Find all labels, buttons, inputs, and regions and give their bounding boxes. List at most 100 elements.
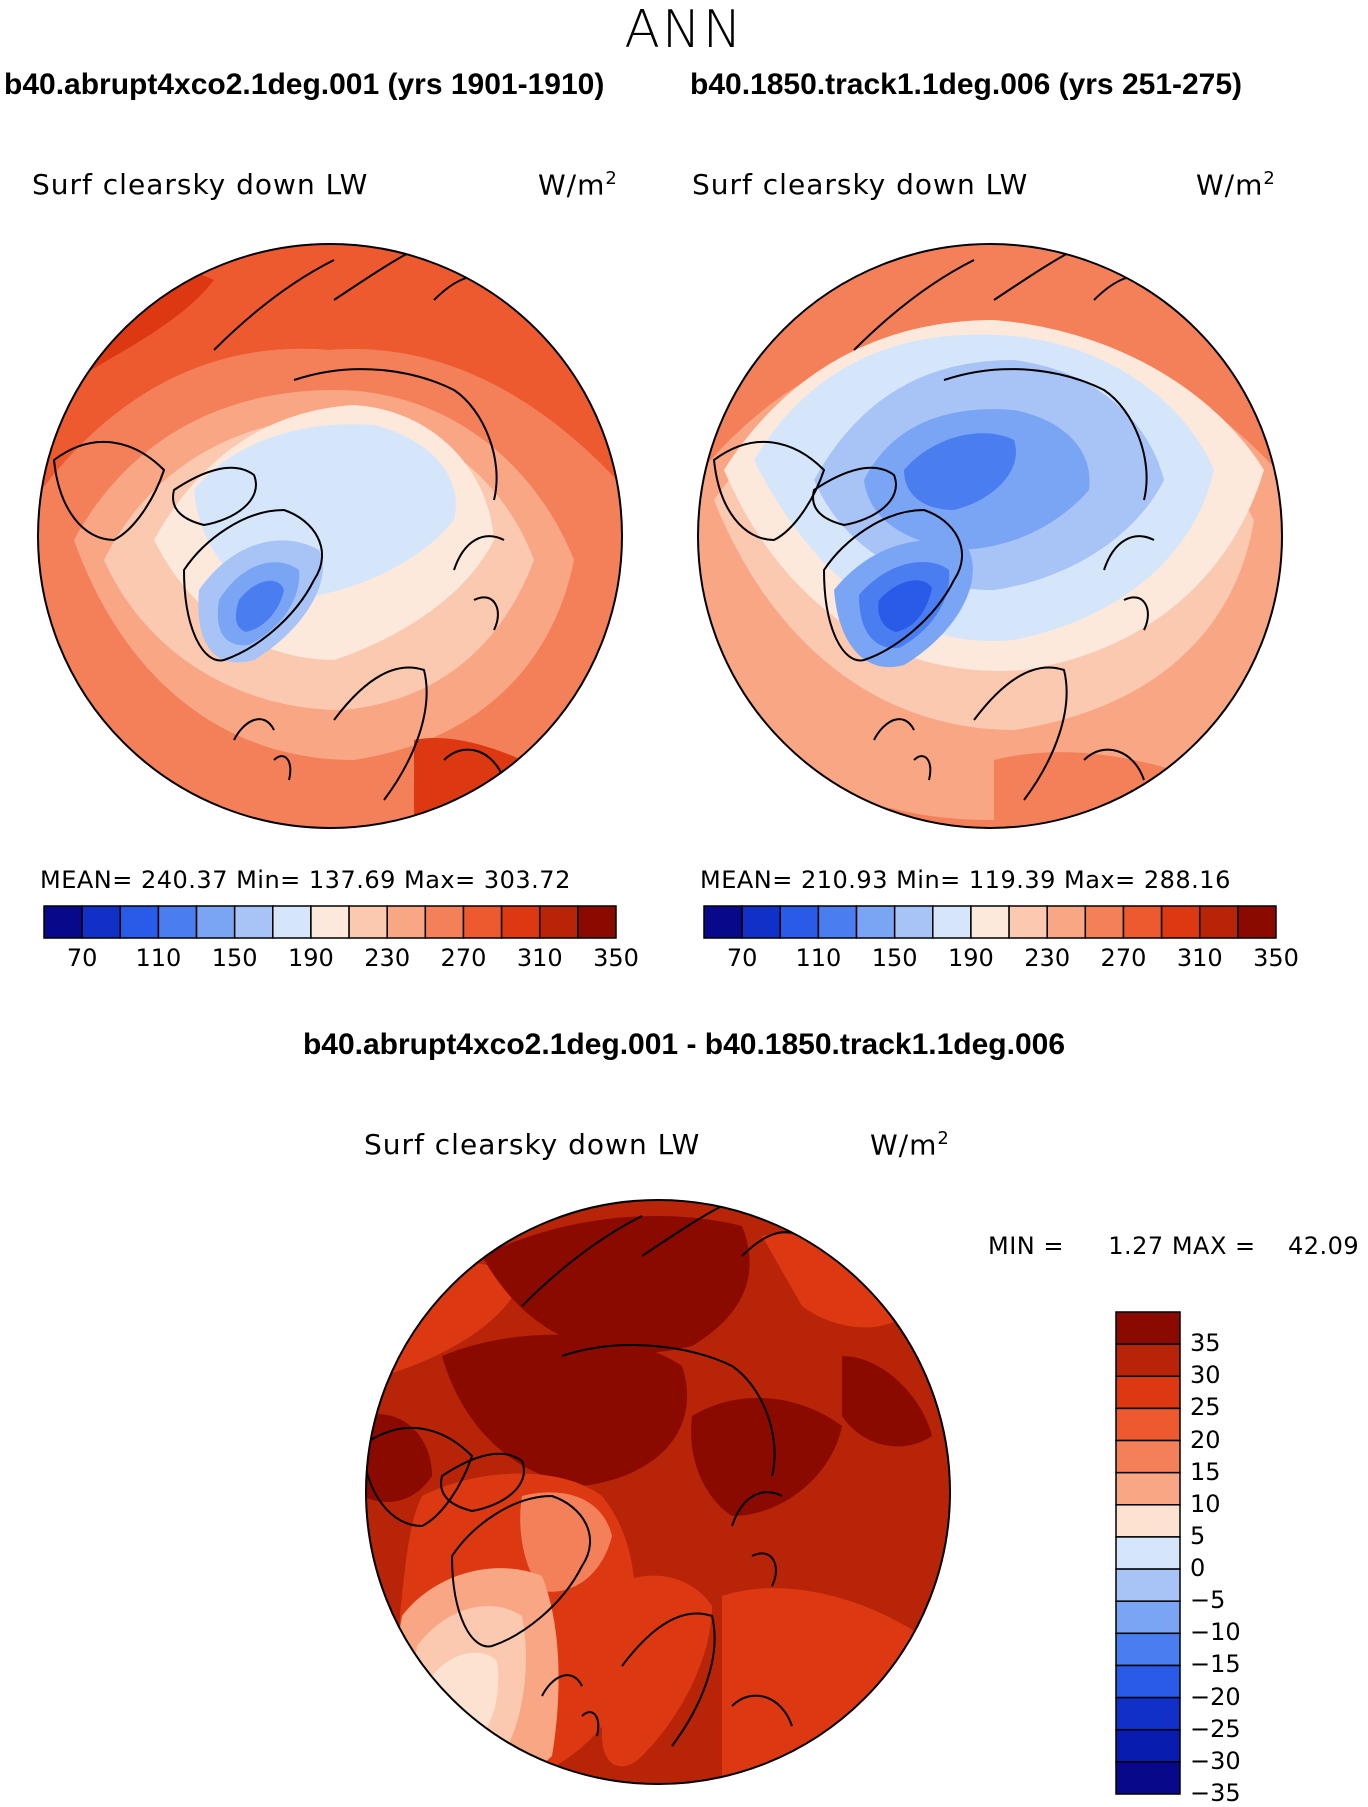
panel-2-tick: 230 xyxy=(1024,944,1071,972)
colorbar-swatch xyxy=(1115,1696,1181,1731)
panel-1-tick: 230 xyxy=(364,944,411,972)
colorbar-swatch xyxy=(1115,1439,1181,1474)
colorbar-swatch xyxy=(43,905,83,939)
colorbar-swatch xyxy=(741,905,782,939)
panel-1-colorbar xyxy=(43,905,617,939)
panel-1-stats: MEAN= 240.37 Min= 137.69 Max= 303.72 xyxy=(40,866,571,894)
difference-tick: −20 xyxy=(1190,1682,1241,1711)
panel-1-variable-label: Surf clearsky down LW xyxy=(32,168,369,201)
difference-tick: −10 xyxy=(1190,1618,1241,1647)
colorbar-swatch xyxy=(348,905,388,939)
colorbar-swatch xyxy=(1198,905,1239,939)
difference-tick: −15 xyxy=(1190,1650,1241,1679)
difference-tick: 35 xyxy=(1190,1329,1221,1358)
colorbar-swatch xyxy=(233,905,274,939)
panel-2-tick: 190 xyxy=(948,944,994,972)
colorbar-swatch xyxy=(538,905,579,939)
colorbar-swatch xyxy=(1237,905,1277,939)
colorbar-swatch xyxy=(703,905,743,939)
panel-2-stats: MEAN= 210.93 Min= 119.39 Max= 288.16 xyxy=(700,866,1231,894)
panel-1-units: W/m2 xyxy=(538,168,618,202)
colorbar-swatch xyxy=(195,905,236,939)
panel-1-polar-map xyxy=(37,243,623,829)
difference-colorbar-ticks: 35 30 25 20 15 10 5 0 −5 −10 −15 −20 −25… xyxy=(1190,1312,1330,1807)
difference-title: b40.abrupt4xco2.1deg.001 - b40.1850.trac… xyxy=(302,1028,1066,1061)
panel-1-tick: 310 xyxy=(516,944,563,972)
colorbar-swatch xyxy=(1115,1311,1181,1345)
panel-2-tick: 270 xyxy=(1100,944,1147,972)
colorbar-swatch xyxy=(1115,1504,1181,1538)
colorbar-swatch xyxy=(272,905,312,939)
colorbar-swatch xyxy=(1115,1632,1181,1667)
colorbar-swatch xyxy=(855,905,896,939)
panel-1-tick: 150 xyxy=(211,944,258,972)
panel-2-tick: 70 xyxy=(726,944,758,972)
panel-1-tick: 350 xyxy=(593,944,639,972)
difference-max-value: 42.09 xyxy=(1287,1232,1360,1260)
colorbar-swatch xyxy=(817,905,858,939)
difference-tick: −30 xyxy=(1190,1746,1241,1775)
difference-tick: 5 xyxy=(1190,1521,1206,1550)
panel-2-polar-map xyxy=(697,243,1283,829)
difference-tick: 20 xyxy=(1190,1425,1221,1454)
difference-polar-map xyxy=(365,1199,951,1785)
colorbar-swatch xyxy=(1160,905,1201,939)
difference-colorbar xyxy=(1115,1311,1181,1795)
colorbar-swatch xyxy=(386,905,427,939)
difference-variable-label: Surf clearsky down LW xyxy=(364,1128,701,1161)
panel-2-tick: 350 xyxy=(1253,944,1299,972)
season-title: ANN xyxy=(624,0,744,60)
colorbar-swatch xyxy=(1115,1600,1181,1635)
panel-2-tick: 310 xyxy=(1176,944,1223,972)
colorbar-swatch xyxy=(1115,1536,1181,1570)
colorbar-swatch xyxy=(893,905,934,939)
colorbar-swatch xyxy=(81,905,122,939)
panel-2-colorbar xyxy=(703,905,1277,939)
colorbar-swatch xyxy=(1084,905,1125,939)
colorbar-swatch xyxy=(1115,1761,1181,1795)
colorbar-swatch xyxy=(1115,1343,1181,1378)
difference-tick: 0 xyxy=(1190,1554,1206,1583)
difference-min-label: MIN = xyxy=(988,1232,1064,1260)
colorbar-swatch xyxy=(500,905,541,939)
colorbar-swatch xyxy=(1115,1375,1181,1410)
panel-1-case-title: b40.abrupt4xco2.1deg.001 (yrs 1901-1910) xyxy=(4,68,605,101)
difference-tick: 15 xyxy=(1190,1457,1221,1486)
colorbar-swatch xyxy=(932,905,972,939)
colorbar-swatch xyxy=(1122,905,1163,939)
colorbar-swatch xyxy=(119,905,160,939)
colorbar-swatch xyxy=(577,905,617,939)
difference-units: W/m2 xyxy=(870,1128,950,1162)
panel-2-case-title: b40.1850.track1.1deg.006 (yrs 251-275) xyxy=(690,68,1243,101)
colorbar-swatch xyxy=(1115,1407,1181,1442)
colorbar-swatch xyxy=(1115,1664,1181,1699)
panel-2-units: W/m2 xyxy=(1196,168,1276,202)
panel-2-tick: 150 xyxy=(871,944,918,972)
difference-tick: 10 xyxy=(1190,1489,1221,1518)
panel-2-colorbar-ticks: 70 110 150 190 230 270 310 350 xyxy=(704,944,1299,974)
difference-tick: −5 xyxy=(1190,1586,1226,1615)
colorbar-swatch xyxy=(1115,1568,1181,1602)
panel-1-tick: 110 xyxy=(135,944,182,972)
difference-tick: 25 xyxy=(1190,1393,1221,1422)
difference-tick: 30 xyxy=(1190,1361,1221,1390)
difference-min-max: MIN = 1.27 MAX = 42.09 xyxy=(988,1232,1359,1260)
panel-2-tick: 110 xyxy=(795,944,842,972)
panel-1-tick: 190 xyxy=(288,944,334,972)
difference-tick: −35 xyxy=(1190,1779,1241,1807)
colorbar-swatch xyxy=(970,905,1010,939)
panel-1-tick: 270 xyxy=(440,944,487,972)
difference-tick: −25 xyxy=(1190,1714,1241,1743)
colorbar-swatch xyxy=(1115,1471,1181,1506)
colorbar-swatch xyxy=(424,905,465,939)
colorbar-swatch xyxy=(462,905,503,939)
colorbar-swatch xyxy=(157,905,198,939)
colorbar-swatch xyxy=(310,905,350,939)
colorbar-swatch xyxy=(1008,905,1048,939)
panel-1-tick: 70 xyxy=(66,944,98,972)
difference-max-label: MAX = xyxy=(1171,1232,1256,1260)
panel-2-variable-label: Surf clearsky down LW xyxy=(692,168,1029,201)
colorbar-swatch xyxy=(1115,1728,1181,1763)
difference-min-value: 1.27 xyxy=(1108,1232,1164,1260)
colorbar-swatch xyxy=(1046,905,1087,939)
